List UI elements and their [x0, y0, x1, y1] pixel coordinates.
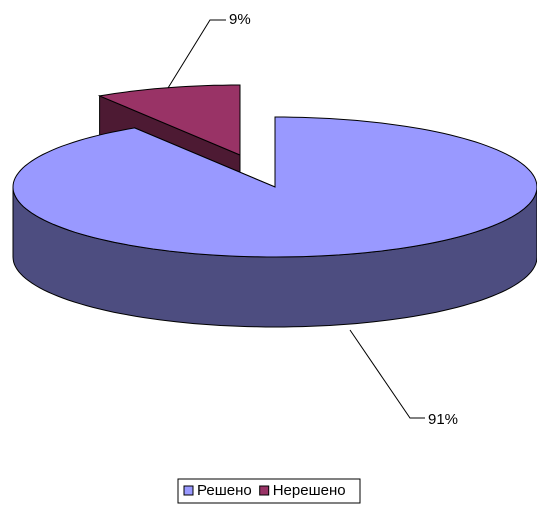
- data-label: 91%: [428, 411, 458, 428]
- data-label: 9%: [229, 11, 251, 28]
- legend-swatch: [259, 485, 270, 496]
- leader-line: [167, 19, 226, 89]
- slice: [12, 116, 537, 258]
- leader-line: [349, 329, 425, 419]
- legend-label: Нерешено: [273, 482, 346, 499]
- legend-swatch: [183, 485, 194, 496]
- legend-label: Решено: [197, 482, 252, 499]
- slice: [97, 84, 241, 156]
